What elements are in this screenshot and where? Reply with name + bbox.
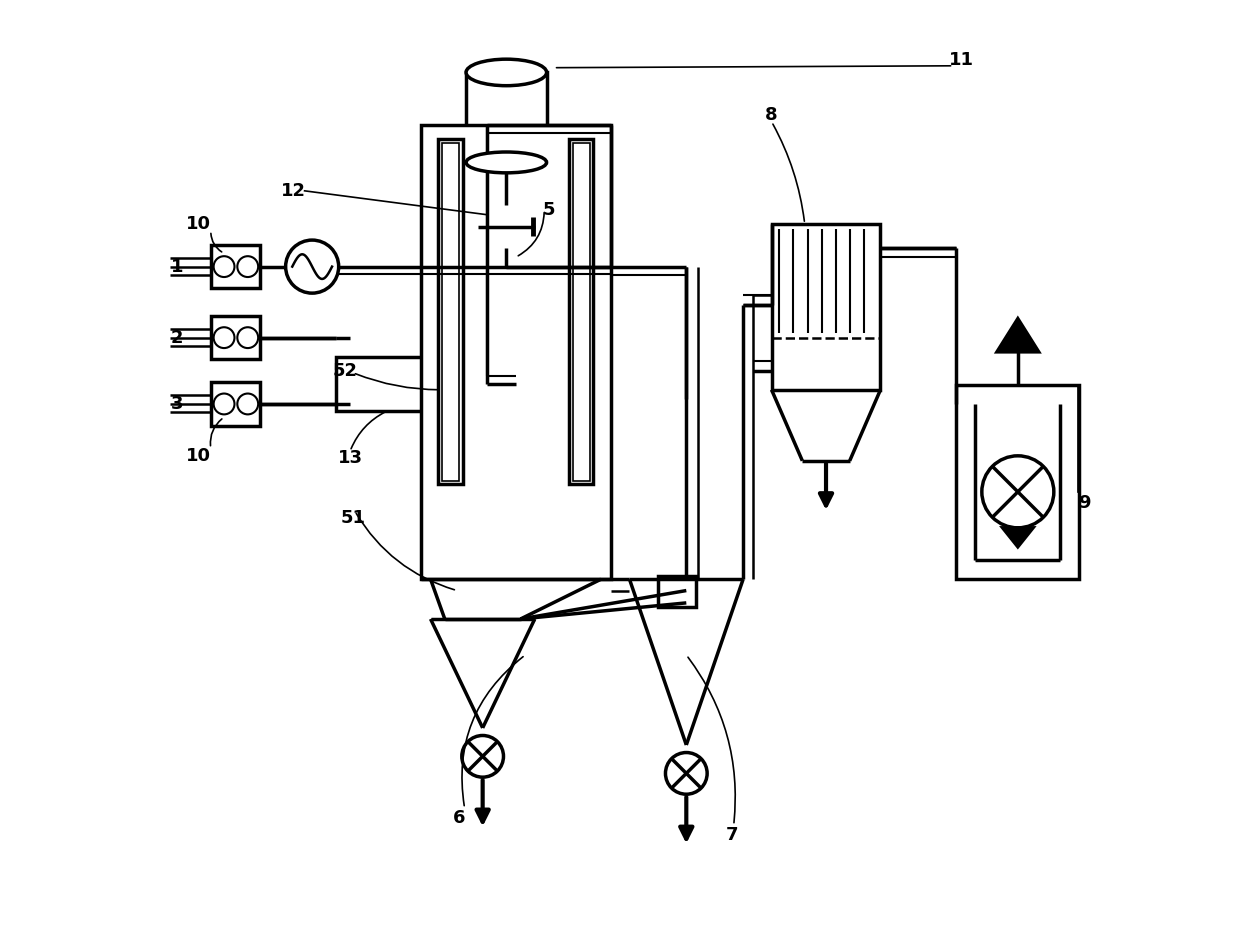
Text: 1: 1 [170,257,184,276]
Text: 9: 9 [1078,494,1090,512]
Text: 6: 6 [453,808,465,826]
Text: 51: 51 [341,508,366,526]
Text: 7: 7 [725,826,738,844]
Bar [441,142,459,481]
Polygon shape [1003,528,1033,547]
Circle shape [213,327,234,348]
Bar [422,124,610,580]
Bar [771,224,880,390]
Ellipse shape [466,152,547,173]
Polygon shape [997,318,1039,352]
Circle shape [461,735,503,777]
Bar [211,245,260,289]
Polygon shape [482,206,529,227]
Text: 3: 3 [170,395,184,413]
Bar [211,382,260,426]
Text: 8: 8 [765,106,777,124]
Bar [569,139,594,484]
Text: 2: 2 [170,329,184,347]
Circle shape [237,393,258,414]
Bar [438,139,463,484]
Bar [466,72,547,162]
Text: 10: 10 [186,215,211,233]
Text: 12: 12 [280,181,306,200]
Bar [336,356,516,410]
Text: 13: 13 [337,449,362,467]
Text: 11: 11 [949,51,973,69]
Circle shape [237,327,258,348]
Circle shape [213,393,234,414]
Circle shape [285,240,339,294]
Ellipse shape [466,59,547,86]
Circle shape [982,456,1054,528]
Text: 10: 10 [186,447,211,466]
Circle shape [666,752,707,794]
Bar [956,385,1079,580]
Bar [211,315,260,359]
Text: 5: 5 [543,200,556,218]
Text: 52: 52 [332,362,358,380]
Bar [658,577,696,607]
Circle shape [237,256,258,277]
Circle shape [213,256,234,277]
Bar [573,142,590,481]
